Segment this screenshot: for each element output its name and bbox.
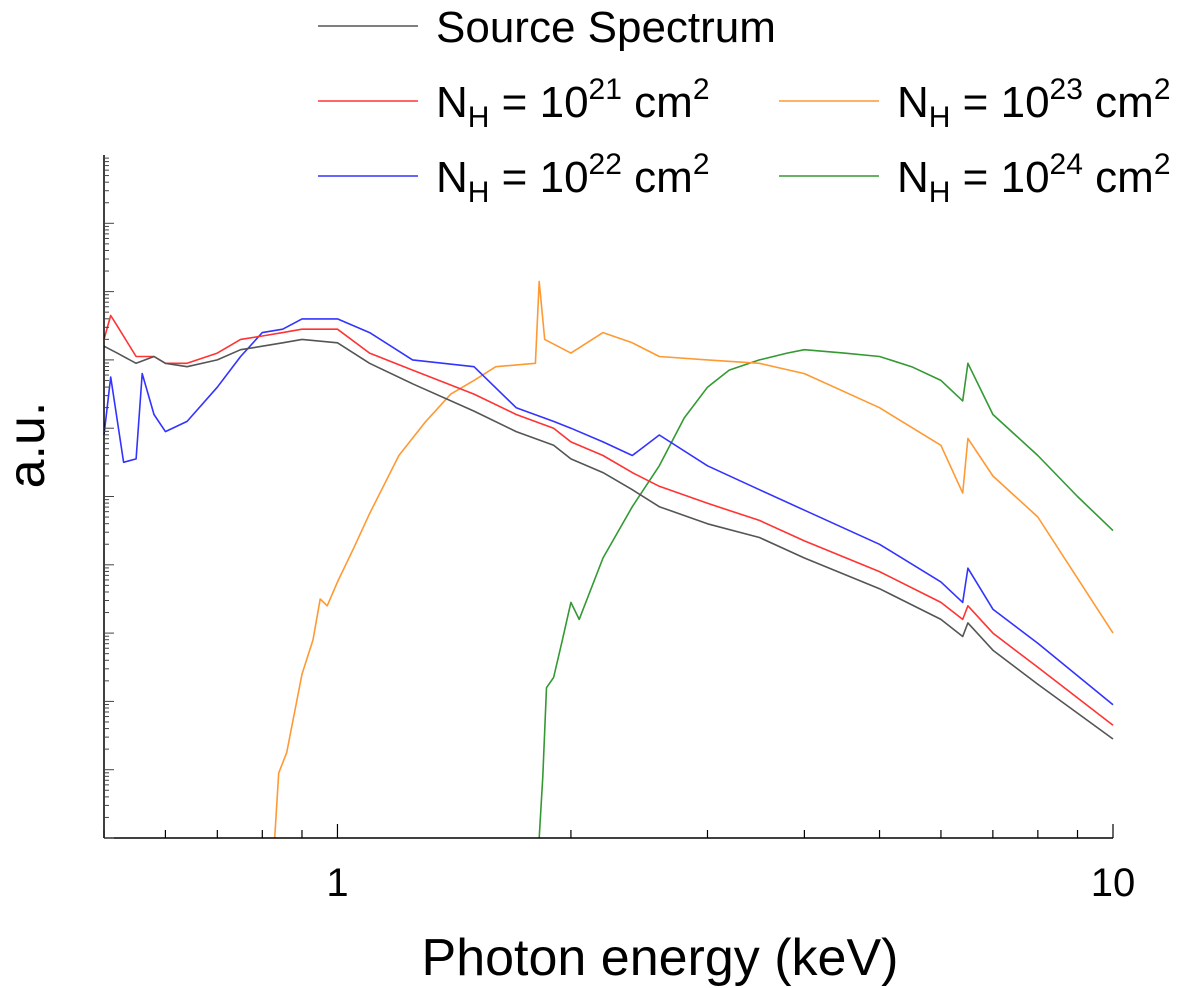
- y-axis-label: a.u.: [0, 402, 56, 489]
- series-line-4: [538, 348, 1114, 839]
- plot-lines: [103, 280, 1114, 839]
- legend-entry-0: Source Spectrum: [318, 3, 776, 52]
- legend-label: Source Spectrum: [436, 3, 776, 52]
- legend-label: NH = 1023 cm2: [897, 73, 1171, 134]
- legend: Source Spectrum NH = 1021 cm2 NH = 1022 cm…: [318, 3, 1171, 209]
- series-line-1: [103, 314, 1114, 726]
- series-line-0: [103, 338, 1114, 740]
- axes: 1 10: [103, 155, 1136, 905]
- legend-label: NH = 1022 cm2: [436, 148, 710, 209]
- x-tick-label: 1: [326, 861, 348, 905]
- legend-entry-1: NH = 1021 cm2: [318, 73, 710, 134]
- legend-entry-3: NH = 1023 cm2: [779, 73, 1171, 134]
- x-axis-label: Photon energy (keV): [422, 929, 899, 987]
- legend-entry-2: NH = 1022 cm2: [318, 148, 710, 209]
- legend-label: NH = 1021 cm2: [436, 73, 710, 134]
- legend-label: NH = 1024 cm2: [897, 148, 1171, 209]
- x-tick-label: 10: [1091, 861, 1136, 905]
- series-line-2: [103, 318, 1114, 706]
- legend-entry-4: NH = 1024 cm2: [779, 148, 1171, 209]
- series-line-3: [273, 280, 1114, 839]
